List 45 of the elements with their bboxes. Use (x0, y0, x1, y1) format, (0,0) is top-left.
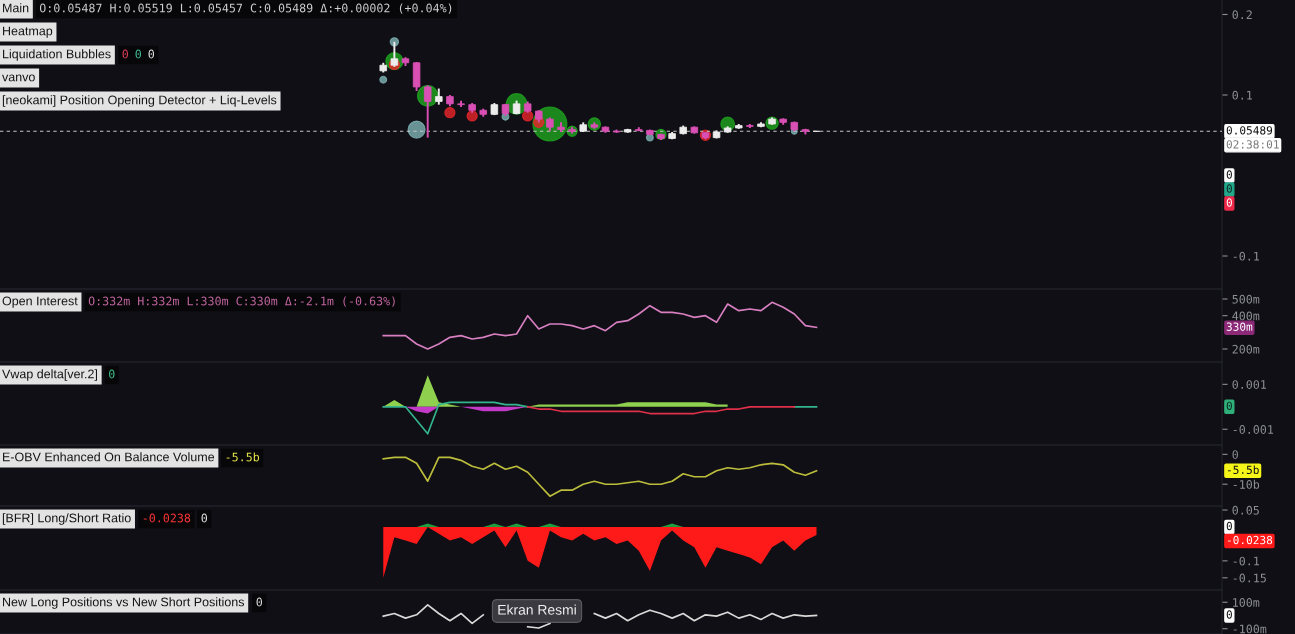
chart-title: Open Interest (2, 296, 78, 308)
y-tick-label: -0.15 (1233, 573, 1266, 583)
annotation: [neokami] Position Opening Detector + Liq-Levels (2, 95, 277, 107)
y-tick-label: 0.1 (1232, 90, 1252, 100)
annotation: Ekran Resmi (498, 604, 576, 615)
y-tick-label: -100m (1233, 624, 1267, 634)
text: 02:38:01 (1226, 140, 1279, 149)
chart-subtitle: O:0.05487 H:0.05519 L:0.05457 C:0.05489 Δ:+0.00002 (+0.04%) (39, 3, 452, 14)
text: -0.0238 (1227, 535, 1273, 545)
annotation: Heatmap (3, 26, 53, 38)
chart-subtitle: 0 (109, 369, 115, 379)
text: 0 (1226, 184, 1232, 193)
annotation: 0 (135, 49, 142, 59)
y-tick-label: 0.2 (1232, 10, 1252, 20)
text: -5.5b (1227, 465, 1259, 475)
annotation: 0 (1226, 170, 1232, 179)
chart-title: Main (3, 3, 29, 13)
y-tick-label: 400m (1232, 311, 1260, 321)
y-tick-label: 0.001 (1232, 380, 1267, 389)
y-tick-label: -10b (1233, 479, 1260, 489)
chart-subtitle: 0 (256, 597, 263, 607)
y-tick-label: -0.001 (1233, 425, 1274, 434)
chart-title: Vwap delta[ver.2] (2, 369, 97, 381)
annotation: 0 (148, 49, 155, 59)
ref-line-label: 0.05489 (1226, 126, 1273, 135)
chart-title: New Long Positions vs New Short Positions (3, 597, 245, 609)
text: 0 (1226, 198, 1232, 207)
y-tick-label: 0.05 (1232, 505, 1259, 515)
annotation: Liquidation Bubbles (3, 49, 111, 61)
y-tick-label: -0.1 (1233, 556, 1260, 566)
annotation: 0 (201, 513, 208, 523)
annotation: 0 (122, 49, 129, 59)
chart-subtitle: -5.5b (226, 452, 260, 462)
y-tick-label: -0.1 (1233, 251, 1260, 261)
chart-title: [BFR] Long/Short Ratio (2, 513, 131, 525)
y-tick-label: 500m (1232, 294, 1260, 304)
annotation: 0 (1226, 610, 1232, 619)
annotation: 330m (1226, 322, 1253, 331)
chart-subtitle: O:332m H:332m L:330m C:330m Δ:-2.1m (-0.63%) (88, 296, 395, 307)
chart-subtitle: -0.0238 (143, 513, 191, 523)
y-tick-label: 200m (1232, 344, 1260, 354)
y-tick-label: 0 (1232, 450, 1238, 459)
y-tick-label: 100m (1233, 598, 1260, 607)
chart-title: E-OBV Enhanced On Balance Volume (3, 452, 215, 462)
annotation: vanvo (2, 74, 35, 82)
